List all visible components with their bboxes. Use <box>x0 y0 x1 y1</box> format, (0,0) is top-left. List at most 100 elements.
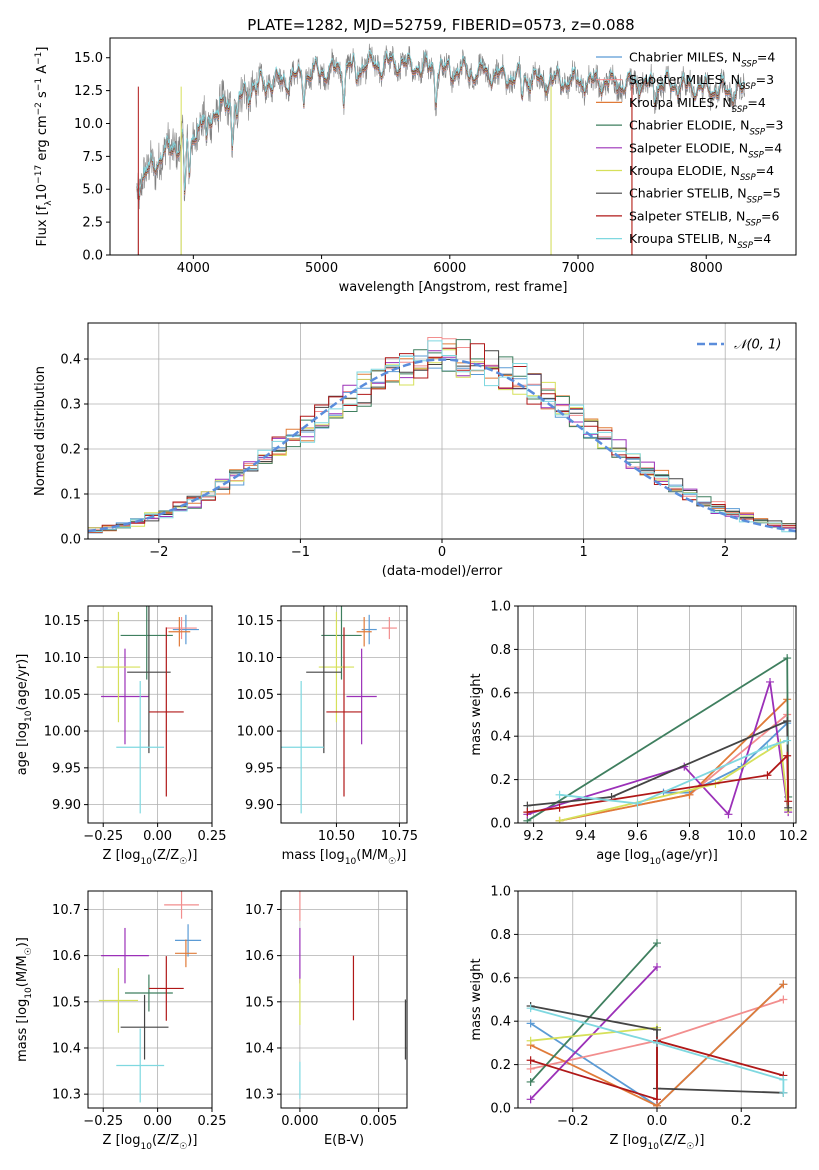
weight-line-salpeter-stelib <box>530 1039 784 1101</box>
errorbar-salpeter-miles <box>164 891 199 919</box>
y-tick-label: 0.0 <box>490 817 511 832</box>
x-tick-label: 4000 <box>177 261 210 276</box>
y-tick-label: 0.0 <box>60 533 81 548</box>
plot-area <box>98 891 202 1103</box>
legend-label: Chabrier ELODIE, NSSP=3 <box>629 118 784 138</box>
weight-point-kroupa-miles <box>779 980 788 989</box>
legend-label: Kroupa ELODIE, NSSP=4 <box>629 163 774 183</box>
weight-point-kroupa-stelib <box>555 790 564 799</box>
weight-point-chabrier-elodie <box>783 654 792 663</box>
axes-frame: 4000 5000 6000 7000 8000 0.0 2.5 5.0 7.5 10.0 12.5… <box>34 37 797 295</box>
x-tick-label: 0.000 <box>281 1114 318 1129</box>
y-tick-label: 0.0 <box>82 249 103 264</box>
axes-frame: 0.000 0.005 10.3 10.4 10.5 10.6 10.7 E(B-V) <box>245 890 408 1148</box>
y-tick-label: 1.0 <box>490 600 511 615</box>
legend-item-kroupa-elodie: Kroupa ELODIE, NSSP=4 <box>596 163 774 183</box>
x-tick-label: 10.75 <box>381 829 418 844</box>
errorbar-kroupa-stelib <box>281 681 324 814</box>
y-axis-label: mass weight <box>469 673 484 755</box>
y-tick-label: 2.5 <box>82 216 103 231</box>
weight-point-kroupa-stelib <box>633 799 642 808</box>
y-axis-label: Normed distribution <box>33 366 48 496</box>
x-tick-label: 0.005 <box>360 1114 397 1129</box>
errorbar-kroupa-miles <box>175 939 197 968</box>
y-tick-label: 10.6 <box>245 949 274 964</box>
y-tick-label: 0.2 <box>60 443 81 458</box>
weight-point-kroupa-stelib <box>763 743 772 752</box>
y-tick-label: 10.10 <box>44 651 81 666</box>
legend-label: Salpeter MILES, NSSP=3 <box>629 72 774 92</box>
weight-point-kroupa-elodie <box>555 816 564 823</box>
axes-border <box>87 605 213 824</box>
weight-point-salpeter-stelib <box>783 751 792 760</box>
y-tick-label: 10.3 <box>52 1088 81 1103</box>
y-tick-label: 0.8 <box>490 643 511 658</box>
legend-label: 𝒩(0, 1) <box>734 338 781 353</box>
x-tick-label: 0.25 <box>198 1114 227 1129</box>
axes-frame: −0.25 0.00 0.25 10.3 10.4 10.5 10.6 10.7 Z [log1… <box>15 890 227 1152</box>
plot-area <box>136 43 746 255</box>
y-tick-label: 9.95 <box>52 761 81 776</box>
errorbar-salpeter-stelib <box>326 627 362 797</box>
y-tick-label: 0.2 <box>490 1058 511 1073</box>
age-vs-mass-panel: 10.50 10.75 9.90 9.95 10.00 10.05 10.10 10.15 ma… <box>237 605 418 867</box>
y-tick-label: 0.6 <box>490 971 511 986</box>
axes-border <box>517 605 797 824</box>
errorbar-salpeter-miles <box>166 617 197 640</box>
weight-point-chabrier-elodie <box>526 1077 535 1086</box>
weight-point-kroupa-stelib <box>526 1004 535 1013</box>
figure-title: PLATE=1282, MJD=52759, FIBERID=0573, z=0… <box>247 16 634 34</box>
x-tick-label: 0.25 <box>198 829 227 844</box>
y-axis-label: age [log10(age/yr)] <box>15 654 34 776</box>
weight-point-salpeter-miles <box>526 1064 535 1073</box>
weight-line-kroupa-elodie <box>530 1026 658 1042</box>
y-tick-label: 10.10 <box>237 651 274 666</box>
y-tick-label: 10.15 <box>44 614 81 629</box>
errorbar-kroupa-elodie <box>96 611 141 723</box>
legend-item-chabrier-elodie: Chabrier ELODIE, NSSP=3 <box>596 118 784 138</box>
y-tick-label: 0.0 <box>490 1102 511 1117</box>
axes-frame: 9.2 9.4 9.6 9.8 10.0 10.2 0.0 0.2 0.4 0.6 0.8 1.0 ag… <box>469 600 808 868</box>
y-tick-label: 0.8 <box>490 928 511 943</box>
y-tick-label: 10.0 <box>74 117 103 132</box>
weight-point-salpeter-stelib <box>526 1056 535 1065</box>
x-tick-label: −0.25 <box>83 1114 123 1129</box>
plot-area <box>88 337 796 539</box>
y-tick-label: 10.15 <box>237 614 274 629</box>
x-axis-label: E(B-V) <box>324 1133 364 1148</box>
residuals-legend: 𝒩(0, 1) <box>697 338 781 353</box>
x-tick-label: 0.00 <box>143 829 172 844</box>
x-tick-label: 0.2 <box>731 1114 752 1129</box>
weight-vs-age-panel: 9.2 9.4 9.6 9.8 10.0 10.2 0.0 0.2 0.4 0.6 0.8 1.0 ag… <box>469 600 808 868</box>
y-tick-label: 0.6 <box>490 686 511 701</box>
y-axis-label: mass [log10(M/M☉)] <box>15 937 34 1062</box>
axes-frame: −0.25 0.00 0.25 9.90 9.95 10.00 10.05 10.10 10.1… <box>15 605 227 867</box>
errorbar-kroupa-stelib <box>116 1028 165 1103</box>
x-tick-label: 9.2 <box>523 829 544 844</box>
weight-point-salpeter-elodie <box>724 810 733 819</box>
errorbar-kroupa-stelib <box>116 681 165 814</box>
x-tick-label: −0.25 <box>83 829 123 844</box>
weight-point-kroupa-stelib <box>783 736 792 745</box>
legend-item-kroupa-stelib: Kroupa STELIB, NSSP=4 <box>596 231 771 251</box>
histogram-kroupa-stelib <box>88 340 796 539</box>
legend-label: Kroupa STELIB, NSSP=4 <box>629 231 771 251</box>
legend-item-salpeter-stelib: Salpeter STELIB, NSSP=6 <box>596 208 779 228</box>
weight-point-kroupa-elodie <box>526 1036 535 1045</box>
y-axis-label: Flux [fλ10−17 erg cm−2 s−1 A−1] <box>34 47 54 247</box>
y-tick-label: 10.7 <box>245 903 274 918</box>
x-tick-label: 10.50 <box>318 829 355 844</box>
x-tick-label: 9.4 <box>575 829 596 844</box>
x-tick-label: 10.2 <box>779 829 808 844</box>
plot-area <box>526 939 788 1108</box>
weight-point-salpeter-stelib <box>784 797 793 806</box>
y-tick-label: 9.95 <box>245 761 274 776</box>
x-tick-label: 5000 <box>305 261 338 276</box>
errorbar-kroupa-miles <box>168 617 191 647</box>
x-tick-label: 6000 <box>433 261 466 276</box>
x-axis-label: wavelength [Angstrom, rest frame] <box>339 280 568 295</box>
weight-line-kroupa-stelib <box>559 739 788 805</box>
weight-point-chabrier-elodie <box>653 939 661 948</box>
